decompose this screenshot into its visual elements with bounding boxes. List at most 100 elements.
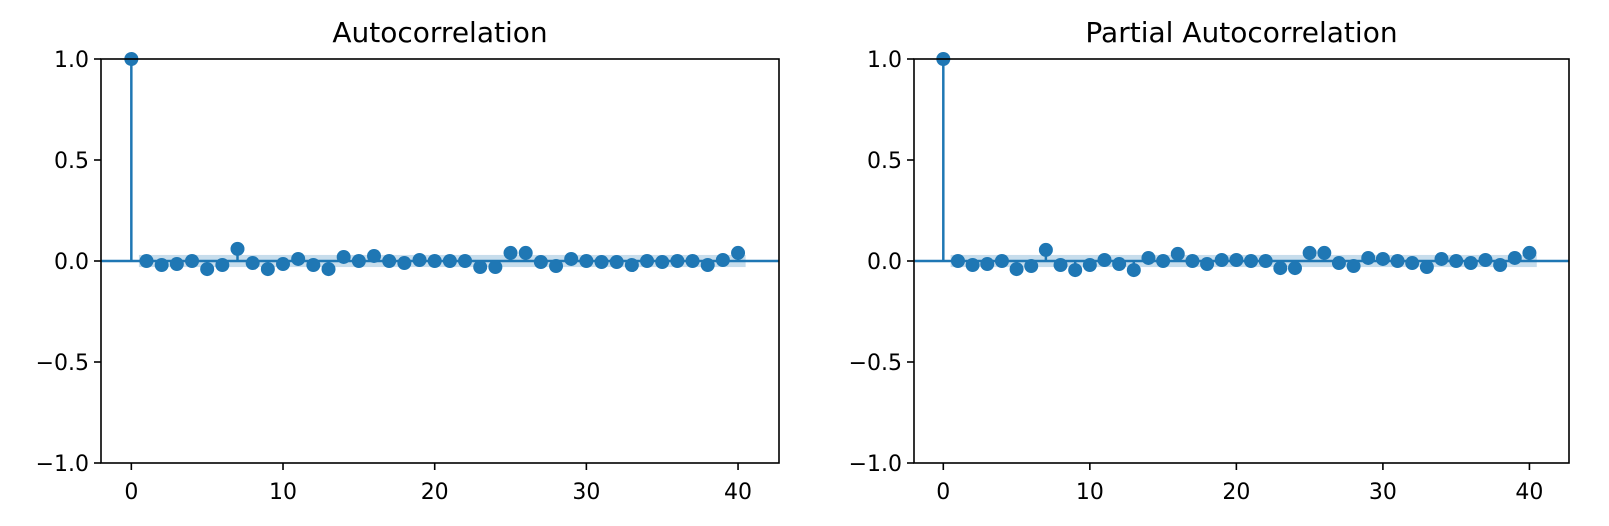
y-tick-label: 1.0 <box>54 48 89 73</box>
marker-lag-10 <box>1082 258 1097 273</box>
marker-lag-36 <box>670 254 685 268</box>
marker-lag-8 <box>245 256 260 271</box>
marker-lag-7 <box>230 241 245 256</box>
marker-lag-29 <box>1361 250 1376 265</box>
marker-lag-9 <box>1068 263 1083 278</box>
marker-lag-37 <box>685 254 700 268</box>
marker-lag-40 <box>1522 245 1537 260</box>
marker-lag-22 <box>458 254 473 268</box>
marker-lag-14 <box>336 249 351 264</box>
marker-lag-40 <box>731 245 746 260</box>
chart-title: Partial Autocorrelation <box>1085 16 1397 49</box>
marker-lag-35 <box>1449 254 1464 268</box>
y-tick-label: 0.5 <box>54 149 89 174</box>
marker-lag-4 <box>994 254 1009 268</box>
marker-lag-36 <box>1463 256 1478 271</box>
x-tick-label: 30 <box>1369 480 1397 505</box>
marker-lag-32 <box>1405 256 1420 271</box>
marker-lag-4 <box>185 254 200 268</box>
y-tick-label: 1.0 <box>867 48 902 73</box>
marker-lag-28 <box>549 259 564 274</box>
marker-lag-6 <box>215 258 230 273</box>
marker-lag-13 <box>1126 263 1141 278</box>
pacf-panel: Partial Autocorrelation −1.0 −0.5 0.0 0.5 1.0… <box>849 16 1570 505</box>
marker-lag-27 <box>1331 256 1346 271</box>
marker-lag-17 <box>1185 254 1200 268</box>
marker-lag-14 <box>1141 250 1156 265</box>
marker-lag-26 <box>1317 245 1332 260</box>
marker-lag-27 <box>533 255 548 270</box>
acf-panel: Autocorrelation −1.0 −0.5 0.0 0.5 1.0 0 10 20 30 4… <box>36 16 780 505</box>
marker-lag-16 <box>1170 246 1185 261</box>
marker-lag-31 <box>594 255 609 270</box>
marker-lag-35 <box>655 255 670 270</box>
marker-lag-25 <box>503 245 518 260</box>
marker-lag-10 <box>276 257 291 272</box>
x-tick-label: 0 <box>936 480 950 505</box>
marker-lag-11 <box>1097 252 1112 267</box>
marker-lag-12 <box>1112 257 1127 272</box>
marker-lag-17 <box>382 254 397 268</box>
marker-lag-30 <box>579 254 594 268</box>
marker-lag-26 <box>518 245 533 260</box>
marker-lag-38 <box>1493 258 1508 273</box>
marker-lag-25 <box>1302 245 1317 260</box>
marker-lag-31 <box>1390 254 1405 268</box>
y-tick-label: −0.5 <box>36 351 89 376</box>
marker-lag-2 <box>965 258 980 273</box>
marker-lag-39 <box>715 252 730 267</box>
chart-title: Autocorrelation <box>332 16 547 49</box>
marker-lag-12 <box>306 258 321 273</box>
y-tick-label: 0.0 <box>867 250 902 275</box>
x-tick-label: 10 <box>1076 480 1104 505</box>
marker-lag-21 <box>442 254 457 268</box>
marker-lag-7 <box>1038 242 1053 257</box>
marker-lag-18 <box>397 256 412 271</box>
marker-lag-30 <box>1375 251 1390 266</box>
marker-lag-24 <box>1287 261 1302 276</box>
marker-lag-15 <box>351 254 366 268</box>
marker-lag-38 <box>700 258 715 273</box>
marker-lag-28 <box>1346 259 1361 274</box>
x-tick-label: 30 <box>572 480 600 505</box>
marker-lag-19 <box>412 252 427 267</box>
marker-lag-23 <box>473 260 488 275</box>
x-tick-label: 40 <box>1515 480 1543 505</box>
marker-lag-39 <box>1507 250 1522 265</box>
marker-lag-3 <box>980 257 995 272</box>
marker-lag-5 <box>1009 262 1024 277</box>
marker-lag-13 <box>321 262 336 277</box>
marker-lag-21 <box>1244 254 1259 268</box>
x-tick-label: 0 <box>124 480 138 505</box>
marker-lag-34 <box>640 254 655 268</box>
marker-lag-18 <box>1200 257 1215 272</box>
marker-lag-19 <box>1214 252 1229 267</box>
marker-lag-6 <box>1024 259 1039 274</box>
marker-lag-33 <box>624 258 639 273</box>
y-tick-label: −1.0 <box>849 452 902 477</box>
marker-lag-2 <box>154 258 169 273</box>
marker-lag-3 <box>169 257 184 272</box>
marker-lag-1 <box>950 254 965 268</box>
y-tick-label: 0.0 <box>54 250 89 275</box>
marker-lag-23 <box>1273 261 1288 276</box>
marker-lag-16 <box>367 248 382 263</box>
x-tick-label: 40 <box>724 480 752 505</box>
marker-lag-8 <box>1053 258 1068 273</box>
marker-lag-32 <box>609 255 624 270</box>
y-tick-label: 0.5 <box>867 149 902 174</box>
marker-lag-15 <box>1156 254 1171 268</box>
marker-lag-24 <box>488 260 503 275</box>
marker-lag-33 <box>1419 260 1434 275</box>
marker-lag-20 <box>1229 252 1244 267</box>
y-tick-label: −1.0 <box>36 452 89 477</box>
x-tick-label: 20 <box>421 480 449 505</box>
marker-lag-37 <box>1478 252 1493 267</box>
marker-lag-9 <box>260 262 275 277</box>
marker-lag-22 <box>1258 254 1273 268</box>
marker-lag-20 <box>427 254 442 268</box>
marker-lag-5 <box>200 262 215 277</box>
marker-lag-34 <box>1434 251 1449 266</box>
x-tick-label: 10 <box>269 480 297 505</box>
